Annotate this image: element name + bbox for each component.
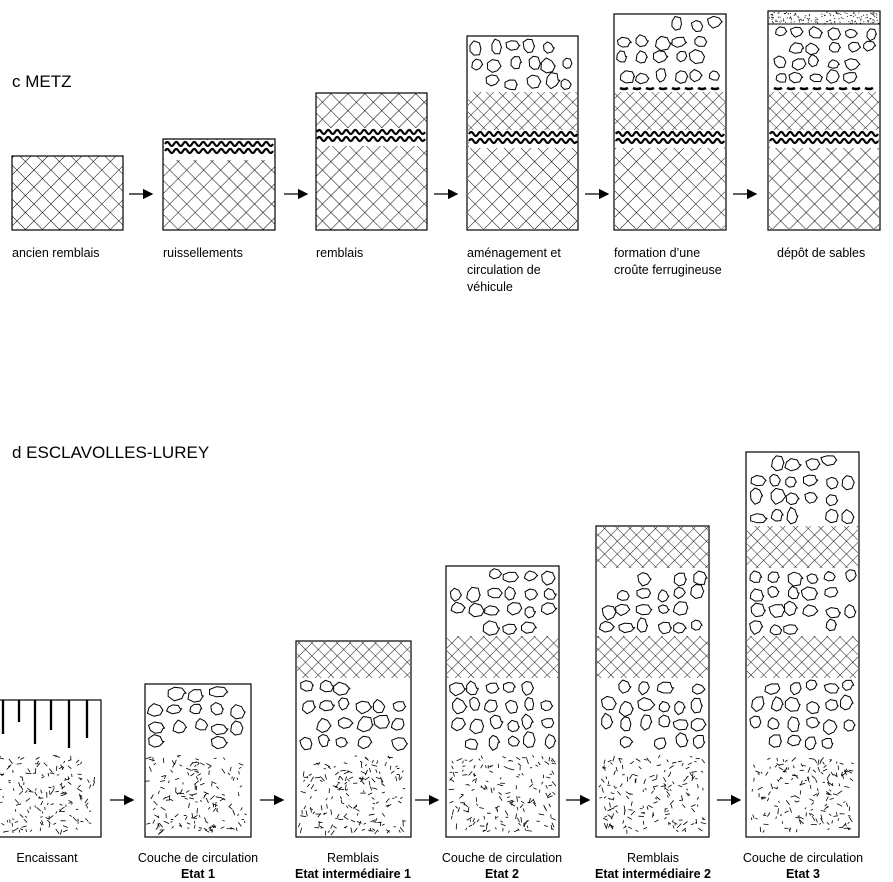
esclavolles-labels: Encaissant Couche de circulation Etat 1 Rem… [16,851,863,881]
esclavolles-step-label: Couche de circulation [138,851,258,865]
metz-step-label: croûte ferrugineuse [614,263,722,277]
metz-column-remblais [315,92,428,231]
metz-labels: ancien remblais ruissellements remblais amé… [12,246,865,294]
metz-step-label: véhicule [467,280,513,294]
column-etat-1 [144,683,252,838]
esclavolles-state-label: Etat intermédiaire 1 [295,867,411,881]
esclavolles-state-label: Etat 3 [786,867,820,881]
metz-step-label: circulation de [467,263,541,277]
metz-column-sables [767,10,881,231]
metz-title: c METZ [12,72,72,91]
esclavolles-state-label: Etat intermédiaire 2 [595,867,711,881]
esclavolles-step-label: Couche de circulation [743,851,863,865]
metz-column-ancien-remblais [11,155,124,231]
esclavolles-step-label: Encaissant [16,851,78,865]
column-etat-intermediaire-2 [595,525,710,838]
column-etat-2 [445,565,560,838]
column-encaissant [0,699,102,838]
metz-column-ruissellements [162,138,276,231]
column-etat-3 [745,451,860,838]
metz-step-label: formation d’une [614,246,700,260]
metz-column-amenagement [466,35,579,231]
esclavolles-state-label: Etat 2 [485,867,519,881]
esclavolles-step-label: Remblais [327,851,379,865]
metz-step-label: remblais [316,246,363,260]
metz-column-croute [613,13,727,231]
metz-step-label: dépôt de sables [777,246,865,260]
column-etat-intermediaire-1 [295,640,412,838]
esclavolles-state-label: Etat 1 [181,867,215,881]
esclavolles-step-label: Couche de circulation [442,851,562,865]
esclavolles-title: d ESCLAVOLLES-LUREY [12,443,209,462]
metz-step-label: ancien remblais [12,246,100,260]
esclavolles-step-label: Remblais [627,851,679,865]
metz-step-label: ruissellements [163,246,243,260]
metz-step-label: aménagement et [467,246,561,260]
